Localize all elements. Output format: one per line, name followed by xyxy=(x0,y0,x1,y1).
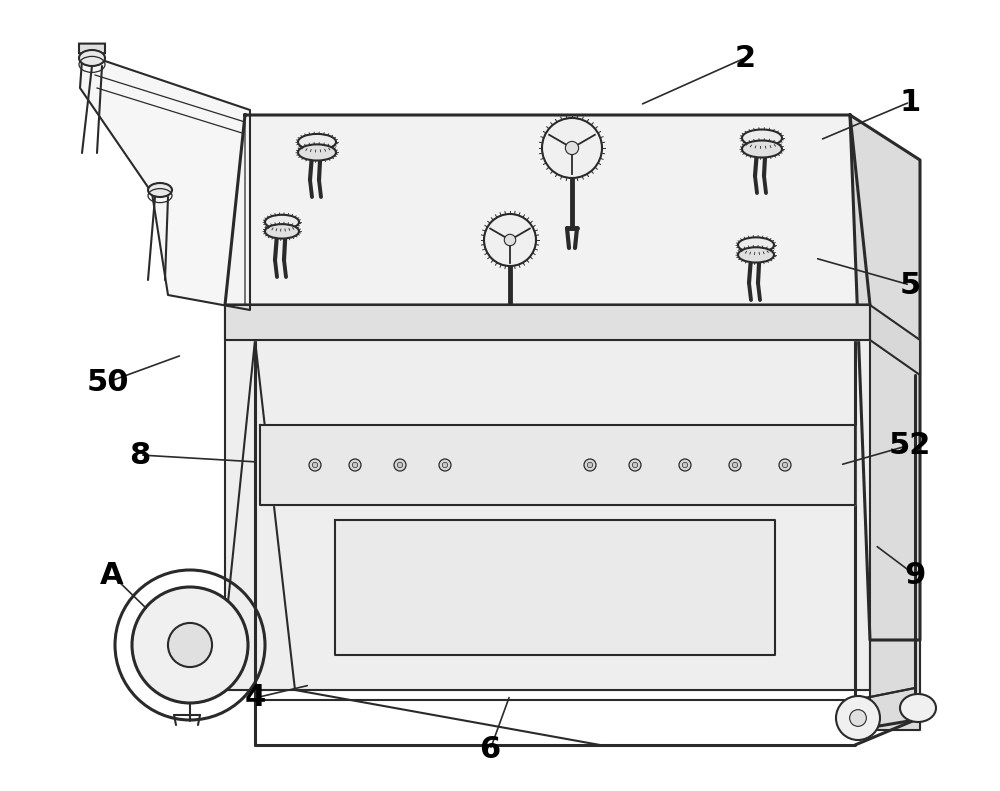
Text: 8: 8 xyxy=(129,441,151,470)
Circle shape xyxy=(132,587,248,703)
Text: 2: 2 xyxy=(734,44,756,73)
Text: 4: 4 xyxy=(244,683,266,713)
Circle shape xyxy=(439,459,451,471)
FancyBboxPatch shape xyxy=(79,44,105,53)
Circle shape xyxy=(679,459,691,471)
Text: 5: 5 xyxy=(899,271,921,300)
Ellipse shape xyxy=(265,215,299,229)
Circle shape xyxy=(394,459,406,471)
Circle shape xyxy=(629,459,641,471)
Ellipse shape xyxy=(738,248,774,263)
Circle shape xyxy=(312,462,318,467)
Circle shape xyxy=(352,462,358,467)
Circle shape xyxy=(442,462,448,467)
Circle shape xyxy=(168,623,212,667)
Circle shape xyxy=(836,696,880,740)
Polygon shape xyxy=(260,425,855,505)
Ellipse shape xyxy=(742,130,782,146)
Circle shape xyxy=(349,459,361,471)
Circle shape xyxy=(779,459,791,471)
Ellipse shape xyxy=(738,237,774,252)
Ellipse shape xyxy=(298,134,336,150)
Polygon shape xyxy=(870,305,920,375)
Text: 9: 9 xyxy=(904,561,926,589)
Circle shape xyxy=(542,118,602,178)
Text: 1: 1 xyxy=(899,88,921,116)
Text: 6: 6 xyxy=(479,736,501,764)
Ellipse shape xyxy=(900,694,936,722)
Polygon shape xyxy=(225,115,870,305)
Ellipse shape xyxy=(742,141,782,157)
Polygon shape xyxy=(80,60,250,310)
Ellipse shape xyxy=(79,50,105,66)
Polygon shape xyxy=(850,115,920,640)
Circle shape xyxy=(782,462,788,467)
Polygon shape xyxy=(225,305,870,340)
Circle shape xyxy=(484,214,536,266)
Text: 50: 50 xyxy=(87,368,129,396)
Text: 52: 52 xyxy=(889,430,931,460)
Text: A: A xyxy=(100,561,124,589)
Circle shape xyxy=(309,459,321,471)
Ellipse shape xyxy=(298,145,336,161)
Ellipse shape xyxy=(148,183,172,197)
Circle shape xyxy=(587,462,593,467)
Circle shape xyxy=(732,462,738,467)
Circle shape xyxy=(584,459,596,471)
Ellipse shape xyxy=(265,224,299,239)
Circle shape xyxy=(397,462,403,467)
Polygon shape xyxy=(335,520,775,655)
Circle shape xyxy=(504,234,516,246)
Circle shape xyxy=(632,462,638,467)
Polygon shape xyxy=(225,305,870,690)
Circle shape xyxy=(565,142,579,154)
Circle shape xyxy=(850,710,866,726)
Polygon shape xyxy=(870,640,920,730)
Circle shape xyxy=(729,459,741,471)
Circle shape xyxy=(682,462,688,467)
